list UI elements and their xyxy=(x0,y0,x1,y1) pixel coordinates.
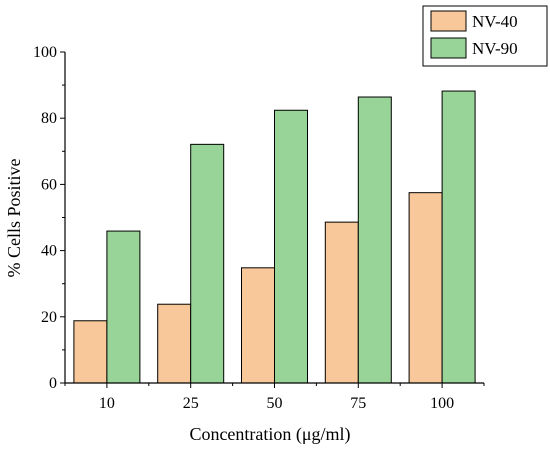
y-tick-label: 100 xyxy=(33,44,57,61)
x-tick-label: 25 xyxy=(183,395,199,412)
legend-label-nv-40: NV-40 xyxy=(472,12,518,31)
legend-label-nv-90: NV-90 xyxy=(472,39,518,58)
y-tick-label: 60 xyxy=(41,176,57,193)
x-tick-label: 50 xyxy=(267,395,283,412)
bar-nv-90-100 xyxy=(441,90,476,384)
x-ticks-group: 10 25 50 75 100 xyxy=(64,383,485,412)
y-axis-label: % Cells Positive xyxy=(4,158,24,277)
bar-nv-90-75 xyxy=(357,96,392,384)
bars-group xyxy=(73,90,476,384)
y-tick-label: 40 xyxy=(41,243,57,260)
bar-nv-40-50 xyxy=(241,267,275,384)
bar-nv-90-50 xyxy=(274,109,308,384)
x-tick-label: 100 xyxy=(430,395,454,412)
bar-nv-90-10 xyxy=(106,230,141,384)
y-ticks-group: 0 20 40 60 80 100 xyxy=(33,44,65,392)
y-tick-label: 0 xyxy=(49,375,57,392)
x-tick-label: 10 xyxy=(99,395,115,412)
legend-swatch-nv-40 xyxy=(430,10,467,32)
bar-nv-90-25 xyxy=(190,143,225,384)
y-tick-label: 80 xyxy=(41,110,57,127)
y-tick-label: 20 xyxy=(41,309,57,326)
legend-swatch-nv-90 xyxy=(430,37,467,59)
x-axis-label: Concentration (μg/ml) xyxy=(189,424,350,445)
x-tick-label: 75 xyxy=(350,395,366,412)
bar-nv-40-100 xyxy=(408,192,443,384)
bar-nv-40-10 xyxy=(73,320,108,384)
bar-nv-40-25 xyxy=(157,303,192,384)
bar-nv-40-75 xyxy=(324,221,359,384)
legend: NV-40 NV-90 xyxy=(422,5,548,67)
